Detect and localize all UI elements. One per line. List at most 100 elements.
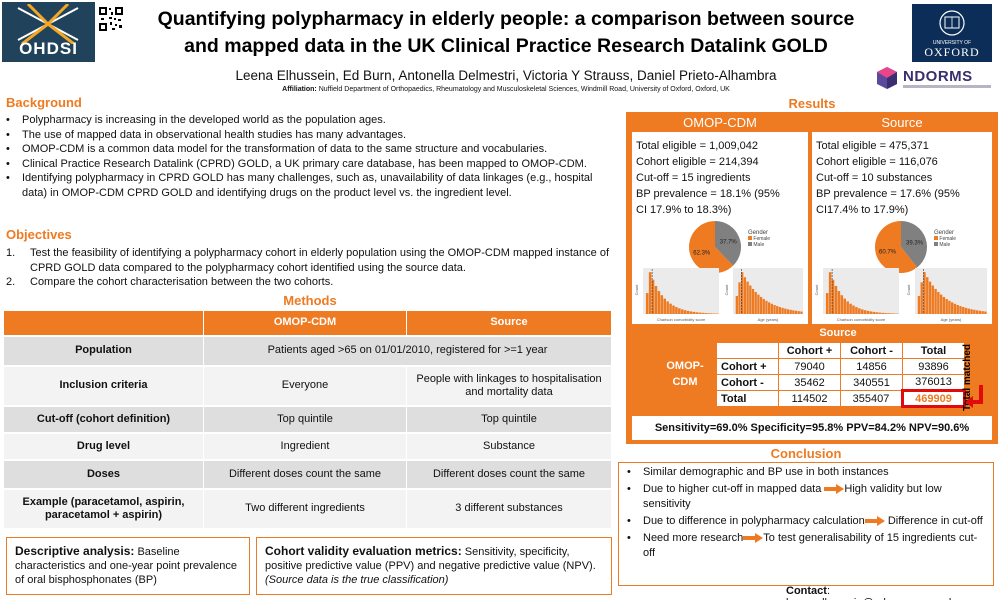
hist-bar: [759, 296, 763, 314]
hist-bar: [675, 307, 678, 314]
legend-title: Gender: [748, 230, 769, 236]
hist-bar: [843, 298, 846, 314]
conclusion-text: Need more research: [643, 532, 744, 544]
source-pie-legend: Gender Female Male: [934, 230, 956, 248]
ohdsi-logo-text: OHDSI: [19, 39, 78, 58]
hist-bar: [939, 294, 943, 314]
hist-ylabel: Count: [634, 284, 639, 296]
hist-bar: [959, 306, 962, 314]
hist-bar: [778, 307, 782, 314]
methods-cell-source: People with linkages to hospitalisation …: [407, 365, 612, 405]
legend-title: Gender: [934, 230, 955, 236]
objective-number: 1.: [6, 247, 16, 259]
hist-bar: [869, 311, 873, 314]
contingency-cell: 79040: [778, 358, 841, 375]
methods-cell-source: Top quintile: [407, 405, 612, 432]
conclusion-result: High validity but low sensitivity: [643, 483, 942, 510]
methods-cell-omop: Ingredient: [204, 432, 407, 459]
methods-row-label: Drug level: [4, 432, 204, 459]
hist-bar: [840, 295, 844, 314]
contingency-cell: 114502: [778, 390, 841, 407]
hist-bar: [686, 310, 690, 314]
hist-bar: [951, 302, 954, 314]
hist-bar: [956, 305, 959, 314]
pie-slice-female: [689, 221, 734, 273]
conclusion-item: Due to difference in polypharmacy calcul…: [625, 514, 987, 529]
source-bp-prevalence: BP prevalence = 17.6% (95%: [816, 188, 960, 200]
methods-header-row: OMOP-CDM Source: [4, 311, 612, 335]
objective-number: 2.: [6, 276, 16, 288]
ndorms-mark-icon: [877, 67, 897, 89]
hist-bar: [863, 310, 867, 314]
hist-ylabel: Count: [906, 284, 911, 296]
source-bp-ci: CI17.4% to 17.9%): [816, 204, 909, 216]
hist-bar: [701, 312, 704, 314]
methods-cell-source: Different doses count the same: [407, 459, 612, 488]
hist-bar: [884, 313, 887, 314]
conclusion-item: Similar demographic and BP use in both i…: [625, 465, 987, 480]
hist-bar: [964, 307, 968, 314]
omop-stats: Total eligible = 1,009,042 Cohort eligib…: [636, 138, 780, 218]
hist-bar: [970, 309, 973, 314]
legend-female-label: Female: [939, 236, 957, 242]
contingency-header-row: Cohort + Cohort - Total: [716, 342, 965, 359]
total-matched-cell: 469909: [901, 389, 966, 408]
hist-bar: [934, 288, 937, 314]
contingency-source-label: Source: [819, 327, 857, 339]
background-item: The use of mapped data in observational …: [4, 128, 618, 143]
conclusion-text: Due to difference in polypharmacy calcul…: [643, 515, 865, 527]
omop-results-panel: Total eligible = 1,009,042 Cohort eligib…: [632, 132, 808, 324]
hist-bar: [984, 311, 987, 314]
cohort-validity-box: Cohort validity evaluation metrics: Sens…: [256, 537, 612, 595]
background-item: Identifying polypharmacy in CPRD GOLD ha…: [4, 171, 618, 200]
conclusion-box: Similar demographic and BP use in both i…: [618, 462, 994, 586]
pie-label-female: 62.3%: [693, 250, 711, 256]
hist-bar: [792, 310, 795, 314]
hist-bar: [773, 305, 776, 314]
conclusion-text: Due to higher cut-off in mapped data: [643, 483, 822, 495]
hist-bar: [654, 285, 658, 314]
methods-cell-merged: Patients aged >65 on 01/01/2010, registe…: [204, 335, 612, 365]
pie-slice-male: [901, 221, 927, 268]
hist-bar: [657, 291, 661, 314]
hist-bar: [663, 298, 666, 314]
omop-bp-ci: CI 17.9% to 18.3%): [636, 204, 732, 216]
hist-bar: [762, 298, 765, 314]
methods-row-example: Example (paracetamol, aspirin, paracetam…: [4, 488, 612, 528]
hist-bar: [872, 311, 876, 314]
hist-bar: [707, 313, 710, 314]
source-results-panel: Total eligible = 475,371 Cohort eligible…: [812, 132, 992, 324]
hist-bar: [981, 311, 984, 314]
methods-cell-omop: Everyone: [204, 365, 407, 405]
methods-row-label: Population: [4, 335, 204, 365]
legend-male-label: Male: [753, 242, 765, 248]
legend-male: Male: [934, 242, 956, 248]
hist-bar: [797, 311, 800, 314]
hist-bar: [751, 288, 755, 314]
hist-bar: [887, 313, 890, 314]
methods-cell-source: Substance: [407, 432, 612, 459]
hist-bar: [917, 296, 921, 314]
hist-bar: [852, 305, 855, 314]
ndorms-wordmark: NDORMS: [903, 68, 973, 85]
hist-bar: [942, 296, 946, 314]
hist-bar: [945, 298, 948, 314]
methods-row-inclusion: Inclusion criteria Everyone People with …: [4, 365, 612, 405]
methods-cell-omop: Different doses count the same: [204, 459, 407, 488]
descriptive-heading: Descriptive analysis:: [15, 544, 135, 558]
hist-xlabel: Charlson comorbidity score: [837, 317, 886, 322]
source-gender-pie: 60.7% 39.3%: [875, 221, 927, 273]
omop-total-eligible: Total eligible = 1,009,042: [636, 140, 759, 152]
hist-xlabel: Charlson comorbidity score: [657, 317, 706, 322]
background-heading: Background: [6, 95, 82, 110]
descriptive-text: Baseline characteristics and one-year po…: [15, 546, 237, 586]
hist-bar: [689, 311, 693, 314]
hist-bar: [828, 272, 832, 314]
hist-bar: [846, 301, 849, 314]
hist-bar: [794, 310, 798, 314]
hist-bar: [937, 291, 940, 314]
contact-email[interactable]: : leena.elhussein@ndorms.ox.ac.uk: [786, 585, 954, 600]
contingency-corner: [716, 342, 779, 359]
hist-bar: [704, 313, 707, 314]
